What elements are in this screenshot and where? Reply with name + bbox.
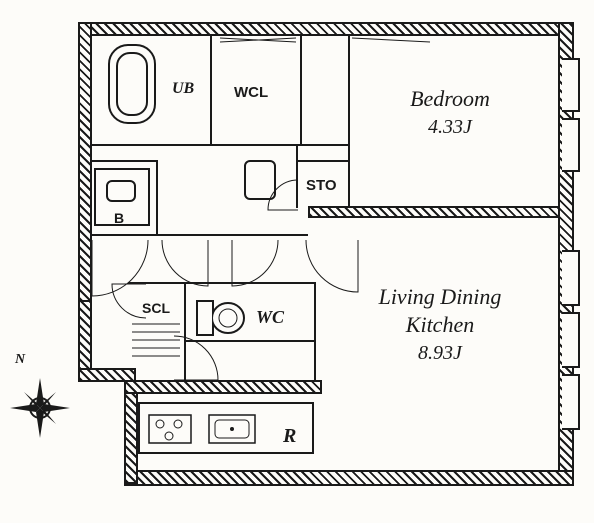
ub-label: UB <box>172 80 194 98</box>
r-label: R <box>283 425 296 448</box>
wc-label: WC <box>256 307 284 328</box>
scl-label: SCL <box>142 300 170 316</box>
ldk-label-line3: 8.93J <box>330 342 550 365</box>
ldk-label: Living Dining Kitchen 8.93J <box>330 284 550 365</box>
bedroom-label-line2: 4.33J <box>370 116 530 139</box>
bedroom-label-line1: Bedroom <box>370 86 530 112</box>
ldk-label-line2: Kitchen <box>330 312 550 338</box>
door-arcs <box>0 0 594 523</box>
compass-n-label: N <box>15 352 25 368</box>
wcl-label: WCL <box>234 84 268 101</box>
sto-label: STO <box>306 177 337 194</box>
b-label: B <box>114 210 124 226</box>
compass-rose <box>8 376 72 440</box>
ldk-label-line1: Living Dining <box>330 284 550 310</box>
bedroom-label: Bedroom 4.33J <box>370 86 530 139</box>
